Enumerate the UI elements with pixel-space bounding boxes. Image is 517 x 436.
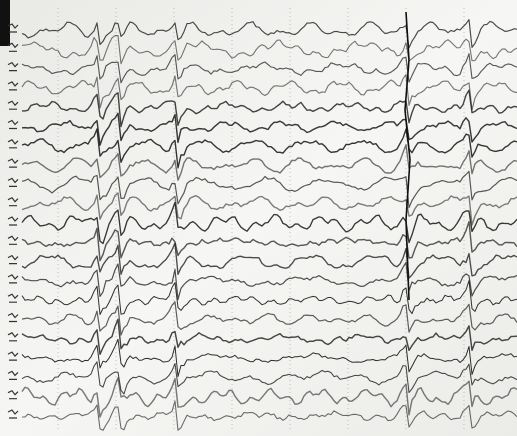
corner-shadow — [0, 0, 10, 46]
eeg-printout — [0, 0, 517, 436]
